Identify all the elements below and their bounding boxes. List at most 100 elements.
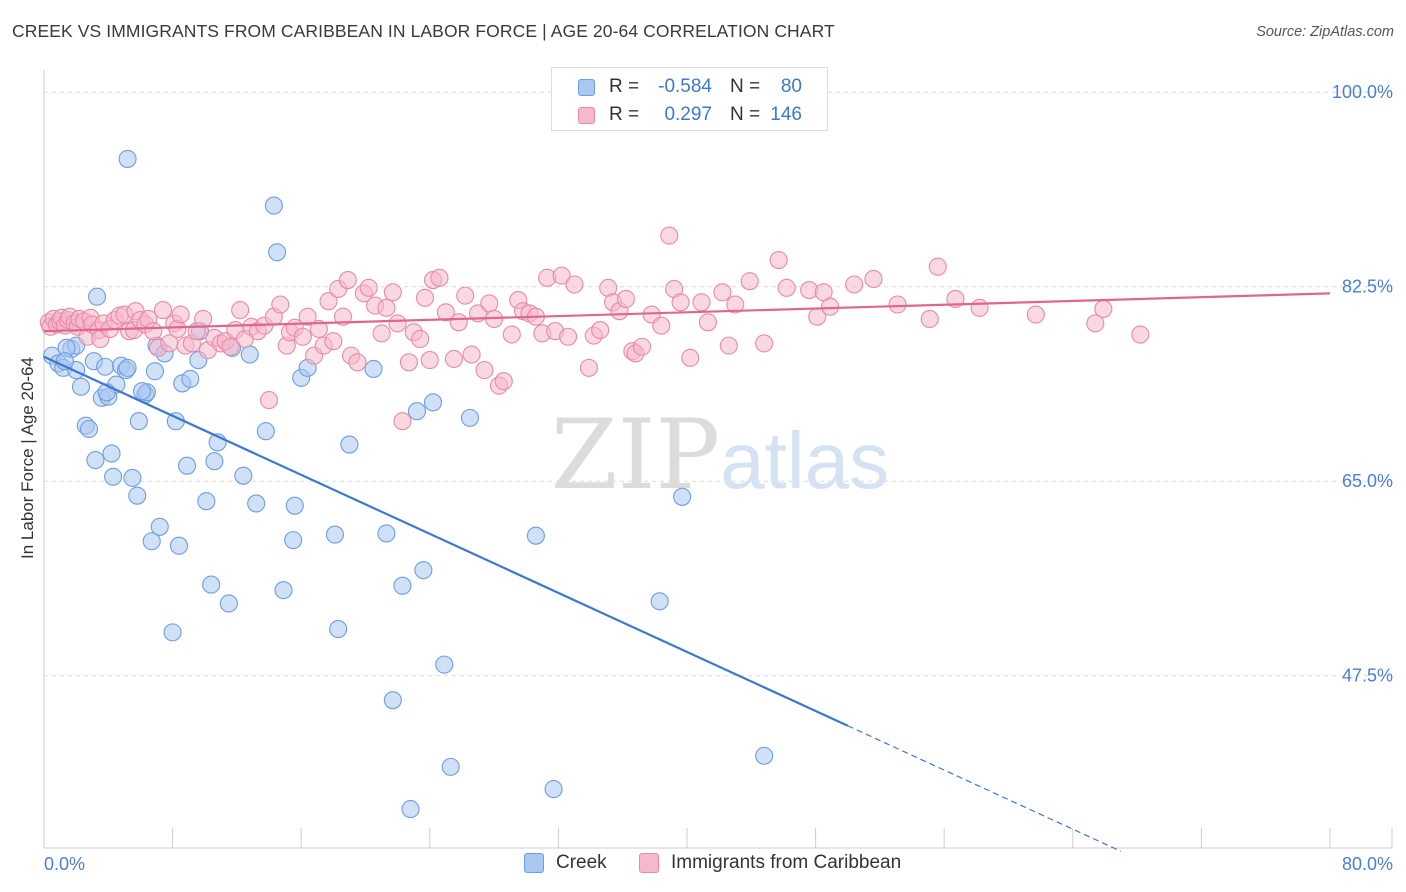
data-point [411, 329, 430, 349]
data-point [325, 525, 345, 544]
data-point [928, 257, 947, 276]
data-point [240, 345, 259, 364]
data-point [178, 456, 197, 475]
data-point [96, 357, 115, 376]
data-point [1026, 305, 1045, 324]
data-point [681, 348, 700, 367]
data-point [414, 561, 433, 580]
data-point [393, 576, 412, 595]
source-label: Source: ZipAtlas.com [1256, 24, 1394, 40]
data-point [284, 531, 303, 550]
data-point [698, 313, 717, 332]
data-point [145, 362, 164, 381]
data-point [102, 444, 121, 463]
data-point [713, 283, 732, 302]
data-point [268, 243, 287, 262]
data-point [86, 451, 105, 470]
data-point [293, 327, 312, 346]
data-point [436, 303, 455, 322]
data-point [383, 691, 402, 710]
data-point [256, 422, 275, 441]
data-point [616, 289, 635, 309]
axes [43, 70, 1393, 849]
chart-title: CREEK VS IMMIGRANTS FROM CARIBBEAN IN LA… [12, 21, 835, 41]
data-point [650, 592, 669, 611]
data-point [888, 295, 907, 314]
data-point [221, 337, 240, 356]
data-point [399, 353, 418, 372]
data-point [144, 322, 163, 341]
x-tick-label: 80.0% [1342, 854, 1393, 874]
creek-swatch [578, 79, 595, 96]
data-point [660, 226, 679, 245]
data-point [194, 309, 213, 329]
data-point [383, 283, 402, 302]
data-point [150, 517, 169, 536]
data-point [415, 288, 435, 307]
data-point [333, 307, 353, 326]
data-point [423, 393, 443, 412]
data-point [1086, 314, 1105, 333]
data-point [377, 298, 396, 317]
data-point [692, 293, 711, 312]
data-point [264, 196, 283, 215]
data-point [970, 298, 989, 317]
grid-lines [44, 91, 1392, 677]
y-tick-label: 65.0% [1342, 471, 1393, 491]
n-value: 146 [770, 104, 802, 125]
data-point [128, 486, 147, 505]
data-point [740, 272, 759, 291]
data-point [920, 309, 939, 329]
data-point [769, 251, 788, 270]
data-point [202, 575, 221, 594]
data-point [456, 286, 475, 305]
tick-labels: 47.5% 65.0% 82.5% 100.0% 0.0% 80.0% [44, 82, 1393, 874]
data-point [1131, 325, 1150, 344]
data-point [348, 353, 367, 372]
data-point [104, 467, 123, 486]
data-point [271, 295, 290, 314]
data-point [319, 292, 338, 311]
r-value: -0.584 [658, 76, 712, 97]
data-point [552, 266, 571, 285]
series-legend: Creek Immigrants from Caribbean [0, 851, 1406, 881]
data-point [181, 369, 200, 389]
data-point [1094, 299, 1113, 319]
data-point [274, 581, 293, 600]
data-point [821, 297, 840, 316]
legend-label: Creek [556, 852, 607, 873]
data-point [558, 327, 578, 346]
data-point [219, 594, 238, 613]
data-point [632, 337, 652, 356]
data-point [652, 316, 671, 335]
data-point [579, 358, 598, 377]
data-point [309, 319, 328, 339]
data-point [401, 800, 420, 819]
data-point [231, 301, 250, 320]
data-point [364, 359, 383, 379]
caribbean-trend-line [43, 292, 1331, 333]
data-point [71, 377, 91, 396]
n-label: N = [730, 104, 761, 125]
data-point [372, 324, 391, 343]
data-point [462, 345, 481, 364]
data-point [475, 361, 494, 380]
data-point [87, 287, 107, 306]
data-point [205, 452, 224, 471]
data-point [671, 293, 690, 312]
r-label: R = [609, 104, 640, 125]
data-point [234, 466, 253, 485]
data-point [123, 468, 142, 487]
data-point [777, 278, 796, 297]
data-point [324, 332, 343, 351]
data-point [377, 524, 396, 543]
data-point [449, 313, 468, 332]
data-point [591, 321, 610, 340]
data-point [726, 295, 745, 314]
data-point [259, 391, 279, 410]
data-point [393, 412, 412, 431]
legend-label: Immigrants from Caribbean [671, 852, 902, 873]
data-point [460, 408, 480, 427]
n-label: N = [730, 76, 761, 97]
data-point [388, 314, 407, 333]
